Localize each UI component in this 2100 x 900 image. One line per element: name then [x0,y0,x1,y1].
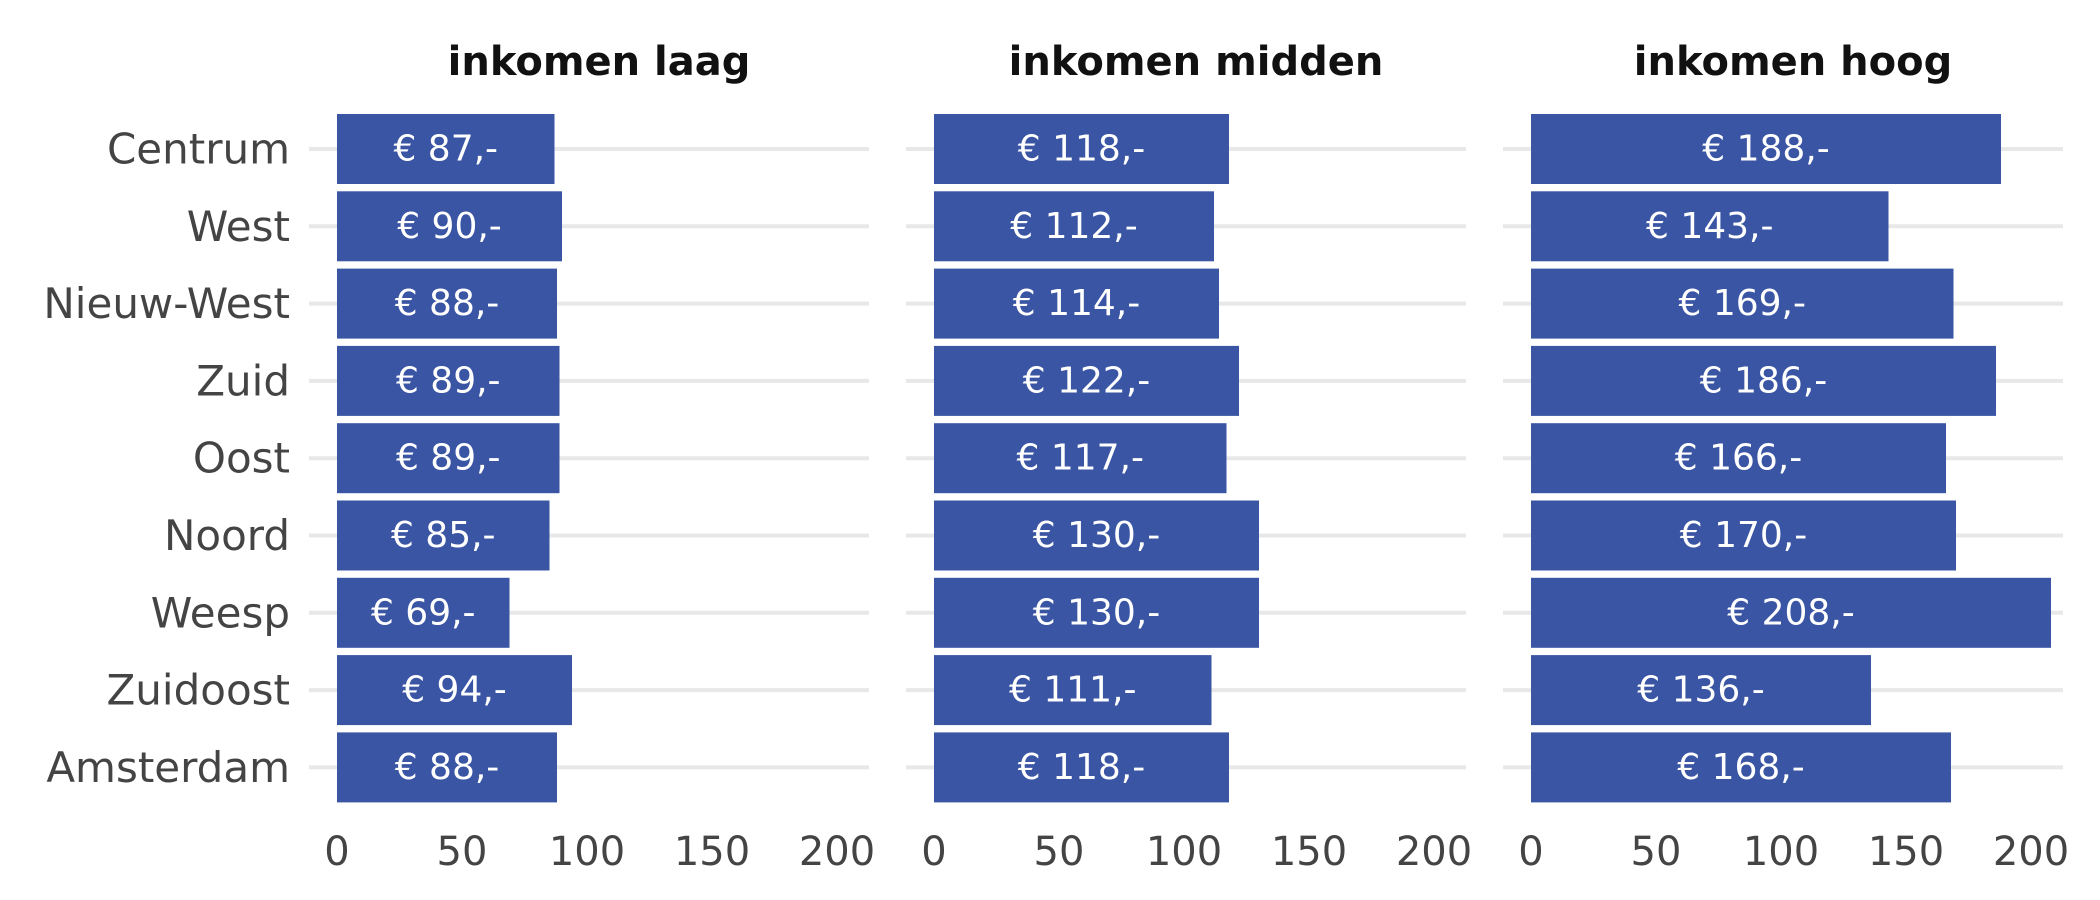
x-tick-label: 200 [1396,829,1472,875]
bar-west [934,191,1214,262]
data-label: € 166,- [1675,438,1803,479]
bar-zuid [337,345,560,416]
data-label: € 87,- [393,129,498,170]
bar-noord [1531,500,1956,571]
x-tick-label: 50 [437,829,488,875]
data-label: € 168,- [1677,747,1805,788]
category-label-noord: Noord [164,511,290,560]
data-label: € 136,- [1637,670,1765,711]
category-label-amsterdam: Amsterdam [46,743,290,792]
data-label: € 114,- [1013,283,1141,324]
x-tick-label: 100 [1743,829,1819,875]
bar-centrum [337,114,555,184]
x-tick-label: 200 [1993,829,2069,875]
bar-oost [337,423,560,494]
bar-amsterdam [1531,732,1951,803]
category-label-zuidoost: Zuidoost [107,666,290,715]
bar-nieuw-west [1531,268,1954,339]
data-label: € 88,- [395,747,500,788]
bar-zuidoost [337,655,572,726]
category-label-centrum: Centrum [107,125,290,174]
x-tick-label: 50 [1631,829,1682,875]
bar-noord [934,500,1259,571]
bar-weesp [1531,577,2051,648]
data-label: € 94,- [402,670,507,711]
data-label: € 169,- [1679,283,1807,324]
x-tick-label: 0 [324,829,349,875]
data-label: € 88,- [395,283,500,324]
data-label: € 69,- [371,592,476,633]
data-label: € 118,- [1018,747,1146,788]
bar-oost [934,423,1227,494]
bar-noord [337,500,550,571]
category-label-nieuw-west: Nieuw-West [43,279,290,328]
panel-1: inkomen laag € 87,- € 90,- € 88,- € 89,- € 89… [309,39,875,875]
bar-nieuw-west [337,268,557,339]
bar-zuidoost [934,655,1212,726]
x-tick-label: 150 [1271,829,1347,875]
data-label: € 117,- [1017,438,1145,479]
category-label-oost: Oost [193,434,290,483]
bar-weesp [337,577,510,648]
data-label: € 89,- [396,360,501,401]
x-tick-label: 150 [674,829,750,875]
bar-zuidoost [1531,655,1871,726]
data-label: € 89,- [396,438,501,479]
bar-west [337,191,562,262]
bar-centrum [1531,114,2001,184]
panel-3: inkomen hoog € 188,- € 143,- € 169,- € 186,-… [1503,39,2069,875]
data-label: € 130,- [1033,592,1161,633]
data-label: € 122,- [1023,360,1151,401]
x-tick-label: 0 [921,829,946,875]
data-label: € 208,- [1727,592,1855,633]
data-label: € 85,- [391,515,496,556]
bar-west [1531,191,1889,262]
data-label: € 90,- [397,206,502,247]
x-tick-label: 50 [1034,829,1085,875]
panel-title: inkomen midden [1009,39,1384,85]
x-tick-label: 200 [799,829,875,875]
panel-title: inkomen hoog [1634,39,1952,85]
data-label: € 188,- [1702,129,1830,170]
bar-oost [1531,423,1946,494]
bar-zuid [934,345,1239,416]
category-label-west: West [187,202,290,251]
x-tick-label: 150 [1868,829,1944,875]
bar-amsterdam [337,732,557,803]
data-label: € 186,- [1700,360,1828,401]
x-tick-label: 0 [1518,829,1543,875]
data-label: € 112,- [1010,206,1138,247]
bar-zuid [1531,345,1996,416]
bar-amsterdam [934,732,1229,803]
category-label-weesp: Weesp [151,588,290,637]
data-label: € 170,- [1680,515,1808,556]
panel-title: inkomen laag [448,39,751,85]
data-label: € 111,- [1009,670,1137,711]
bar-nieuw-west [934,268,1219,339]
bar-centrum [934,114,1229,184]
panel-2: inkomen midden € 118,- € 112,- € 114,- € 122… [906,39,1472,875]
category-label-zuid: Zuid [196,356,290,405]
data-label: € 130,- [1033,515,1161,556]
bar-weesp [934,577,1259,648]
x-tick-label: 100 [1146,829,1222,875]
x-tick-label: 100 [549,829,625,875]
data-label: € 118,- [1018,129,1146,170]
data-label: € 143,- [1646,206,1774,247]
